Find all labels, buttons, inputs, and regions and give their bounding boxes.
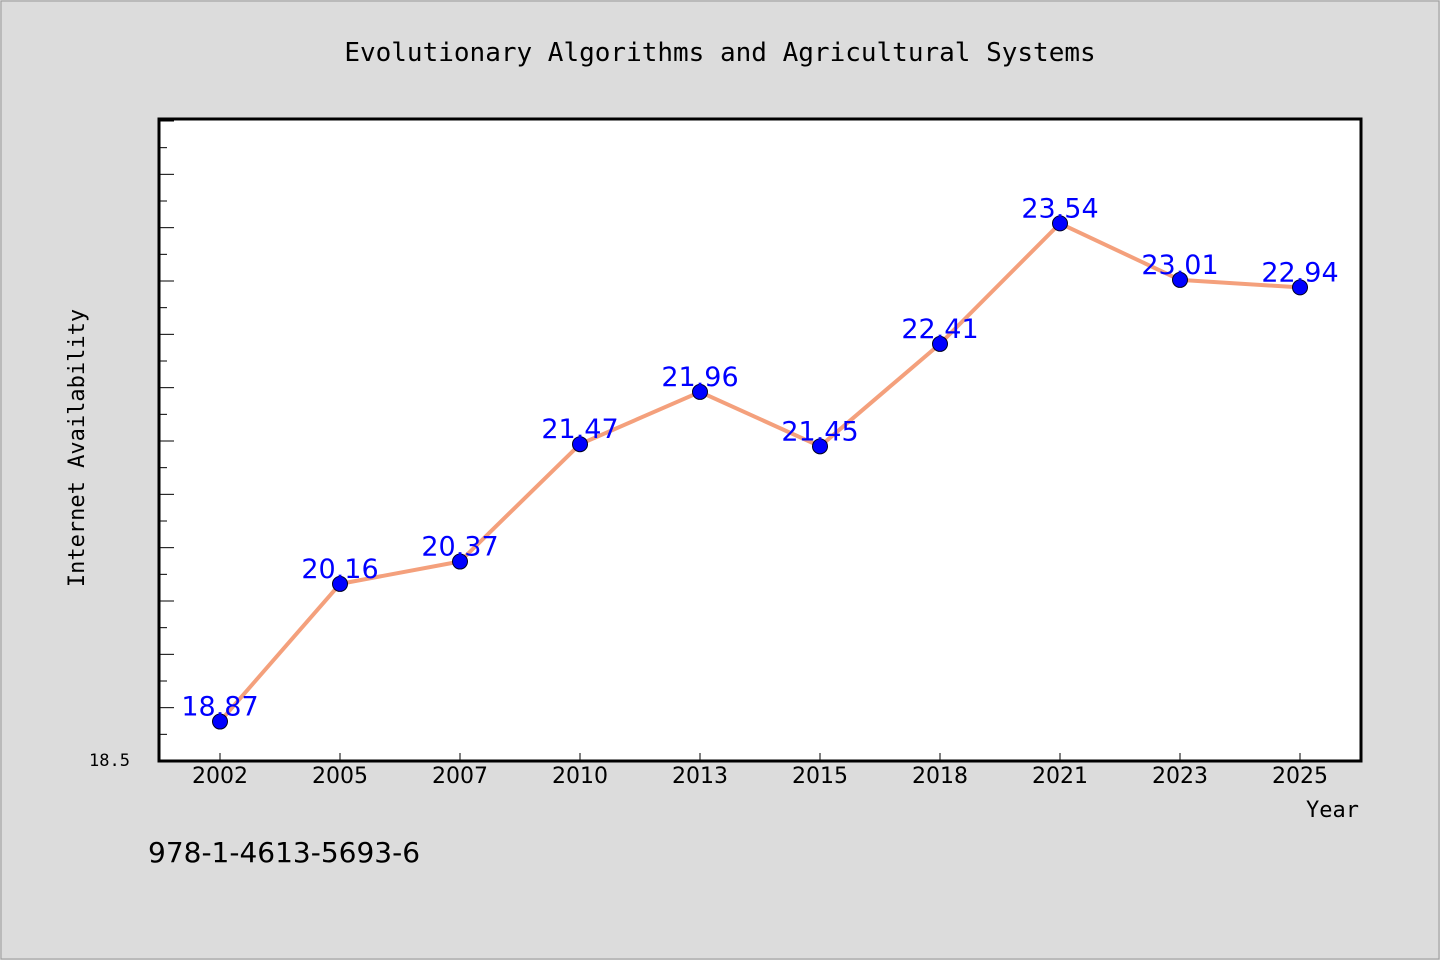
data-label: 23.01 (1141, 250, 1218, 281)
x-tick-label: 2005 (312, 764, 368, 789)
data-point (212, 713, 228, 730)
data-point (332, 575, 348, 592)
chart-title: Evolutionary Algorithms and Agricultural… (344, 38, 1095, 68)
data-label: 21.45 (781, 416, 858, 447)
data-point (452, 553, 468, 570)
data-label: 22.94 (1261, 257, 1338, 288)
data-label: 18.87 (181, 692, 258, 723)
y-axis-ticks (159, 120, 174, 762)
x-tick-label: 2023 (1152, 764, 1208, 789)
y-tick-label: 18.5 (89, 751, 130, 771)
x-tick-label: 2013 (672, 764, 728, 789)
x-tick-label: 2007 (432, 764, 488, 789)
plot-area (157, 117, 1363, 763)
data-point (1292, 279, 1308, 296)
data-point (812, 438, 828, 455)
x-tick-label: 2015 (792, 764, 848, 789)
x-tick-label: 2002 (192, 764, 248, 789)
data-label: 21.96 (661, 362, 738, 393)
x-tick-label: 2021 (1032, 764, 1088, 789)
data-label: 20.37 (421, 532, 498, 563)
data-label: 22.41 (901, 314, 978, 345)
footer-isbn: 978-1-4613-5693-6 (148, 836, 420, 869)
series-layer: 18.87 20.16 20.37 21.47 21.96 21.45 22.41 23.54… (181, 193, 1339, 730)
data-label: 23.54 (1021, 193, 1098, 224)
x-axis-label: Year (1306, 798, 1359, 823)
data-label: 21.47 (541, 414, 618, 445)
y-axis-label: Internet Availability (65, 309, 90, 587)
data-point (932, 335, 948, 352)
data-label: 20.16 (301, 554, 378, 585)
x-tick-label: 2025 (1272, 764, 1328, 789)
data-point (1172, 271, 1188, 288)
x-axis-ticks: 2002 2005 2007 2010 2013 2015 2018 2021 2023 2025 (192, 753, 1328, 789)
data-point (692, 383, 708, 400)
data-point (572, 436, 588, 453)
series-line (218, 221, 1302, 724)
x-tick-label: 2010 (552, 764, 608, 789)
data-point (1052, 215, 1068, 232)
x-tick-label: 2018 (912, 764, 968, 789)
